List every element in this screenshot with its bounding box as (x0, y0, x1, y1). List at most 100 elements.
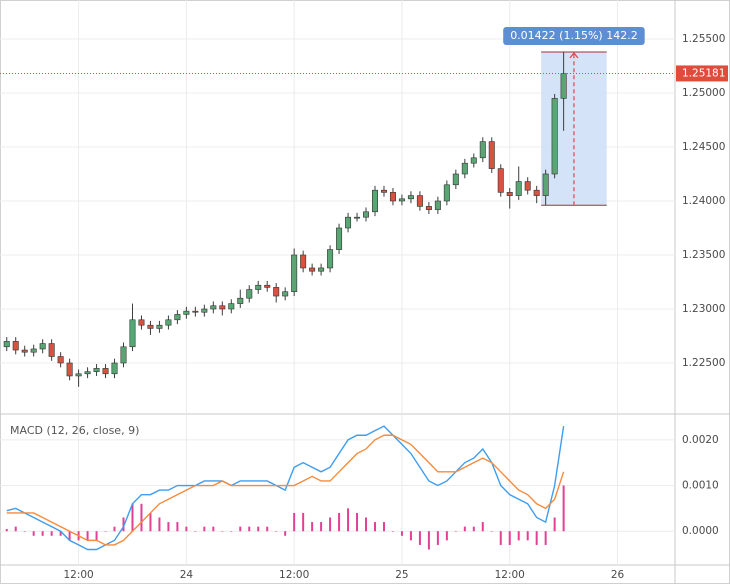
histogram-bar (400, 531, 403, 536)
histogram-bar (5, 528, 8, 532)
candle-body (327, 249, 334, 269)
histogram-bar (463, 526, 466, 532)
candle-body (174, 314, 181, 321)
candle-body (542, 173, 549, 196)
histogram-bar (275, 531, 278, 532)
candle-body (93, 368, 100, 372)
histogram-bar (553, 517, 556, 532)
histogram-bar (248, 526, 251, 532)
x-tick-label: 26 (611, 569, 625, 581)
candle-body (488, 141, 495, 169)
histogram-bar (436, 531, 439, 545)
y-tick-label: 0.0020 (682, 434, 719, 446)
candle-body (39, 343, 46, 350)
histogram-bar (32, 531, 35, 536)
x-tick-label: 12:00 (279, 569, 309, 581)
candle-body (318, 267, 325, 272)
candle-body (201, 308, 208, 313)
y-tick-label: 1.22500 (682, 357, 725, 369)
candle-body (354, 216, 361, 219)
candle-body (291, 254, 298, 293)
macd-line (6, 425, 565, 551)
histogram-bar (194, 531, 197, 532)
histogram-bar (517, 531, 520, 541)
histogram-bar (185, 526, 188, 532)
measure-arrow-head (569, 51, 579, 59)
histogram-bar (158, 517, 161, 532)
histogram-bar (230, 531, 233, 532)
candle-body (3, 341, 10, 348)
histogram-bar (149, 512, 152, 532)
histogram-bar (203, 526, 206, 532)
x-tick-label: 12:00 (495, 569, 525, 581)
candle-body (12, 341, 19, 351)
histogram-bar (23, 531, 26, 532)
histogram-bar (212, 526, 215, 532)
candle-body (48, 343, 55, 357)
histogram-bar (113, 526, 116, 532)
histogram-bar (14, 526, 17, 532)
x-tick-label: 12:00 (63, 569, 93, 581)
histogram-bar (535, 531, 538, 545)
histogram-bar (508, 531, 511, 545)
candle-body (264, 284, 271, 288)
candle-body (255, 284, 262, 290)
candle-body (345, 216, 352, 229)
x-tick-label: 25 (395, 569, 408, 581)
candle-body (560, 73, 567, 99)
histogram-bar (95, 531, 98, 541)
last-price-label: 1.25181 (682, 67, 725, 79)
histogram-bar (239, 526, 242, 532)
histogram-bar (445, 531, 448, 541)
y-tick-label: 1.25500 (682, 33, 725, 45)
candle-body (452, 173, 459, 186)
candle-body (372, 189, 378, 213)
histogram-bar (131, 503, 134, 532)
candle-body (425, 206, 432, 210)
candle-body (497, 168, 504, 193)
candle-body (228, 303, 235, 310)
candle-body (111, 362, 118, 375)
histogram-bar (311, 522, 314, 532)
candle-body (129, 319, 136, 348)
candle-body (398, 198, 405, 202)
candle-body (57, 356, 64, 364)
candle-body (75, 373, 82, 377)
candle-body (192, 310, 199, 313)
candle-body (533, 189, 540, 196)
histogram-bar (481, 522, 484, 532)
y-tick-label: 1.23000 (682, 303, 725, 315)
candle-body (416, 195, 423, 207)
histogram-bar (418, 531, 421, 545)
histogram-bar (454, 531, 457, 532)
histogram-bar (221, 531, 224, 532)
candle-body (380, 189, 387, 193)
histogram-bar (427, 531, 430, 550)
y-tick-label: 0.0000 (682, 525, 719, 537)
histogram-bar (140, 503, 143, 532)
histogram-bar (391, 531, 394, 532)
histogram-bar (302, 512, 305, 532)
candle-body (389, 192, 396, 202)
y-tick-label: 1.24500 (682, 141, 725, 153)
candle-body (470, 157, 477, 164)
histogram-bar (374, 522, 376, 532)
candle-body (66, 362, 73, 377)
candle-body (363, 211, 370, 218)
x-tick-label: 24 (180, 569, 194, 581)
candle-body (138, 319, 145, 326)
histogram-bar (382, 522, 385, 532)
y-tick-label: 1.24000 (682, 195, 725, 207)
histogram-bar (544, 531, 547, 545)
histogram-bar (122, 517, 125, 532)
macd-line (6, 434, 565, 546)
histogram-bar (284, 531, 287, 536)
measure-label-box (503, 26, 645, 45)
candle-body (156, 324, 163, 329)
histogram-bar (562, 485, 565, 532)
histogram-bar (86, 531, 89, 541)
histogram-bar (365, 517, 368, 532)
y-tick-label: 1.25000 (682, 87, 725, 99)
candle-body (30, 348, 37, 353)
